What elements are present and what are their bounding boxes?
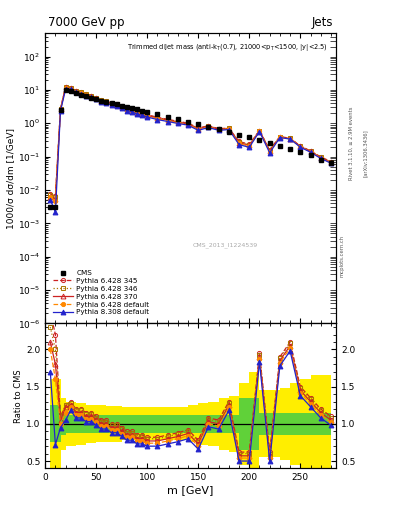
Text: Jets: Jets (312, 16, 333, 29)
Text: 7000 GeV pp: 7000 GeV pp (48, 16, 125, 29)
Legend: CMS, Pythia 6.428 345, Pythia 6.428 346, Pythia 6.428 370, Pythia 6.428 default,: CMS, Pythia 6.428 345, Pythia 6.428 346,… (52, 269, 151, 317)
X-axis label: m [GeV]: m [GeV] (167, 485, 214, 495)
Text: CMS_2013_I1224539: CMS_2013_I1224539 (193, 242, 258, 248)
Text: [arXiv:1306.3436]: [arXiv:1306.3436] (363, 130, 368, 178)
Y-axis label: 1000/σ dσ/dm [1/GeV]: 1000/σ dσ/dm [1/GeV] (6, 128, 15, 229)
Text: Trimmed dijet mass (anti-k$_\mathrm{T}$(0.7), 21000<p$_\mathrm{T}$<1500, |y|<2.5: Trimmed dijet mass (anti-k$_\mathrm{T}$(… (127, 42, 327, 53)
Text: Rivet 3.1.10, ≥ 2.9M events: Rivet 3.1.10, ≥ 2.9M events (349, 106, 354, 180)
Text: mcplots.cern.ch: mcplots.cern.ch (340, 235, 344, 277)
Y-axis label: Ratio to CMS: Ratio to CMS (14, 369, 23, 423)
